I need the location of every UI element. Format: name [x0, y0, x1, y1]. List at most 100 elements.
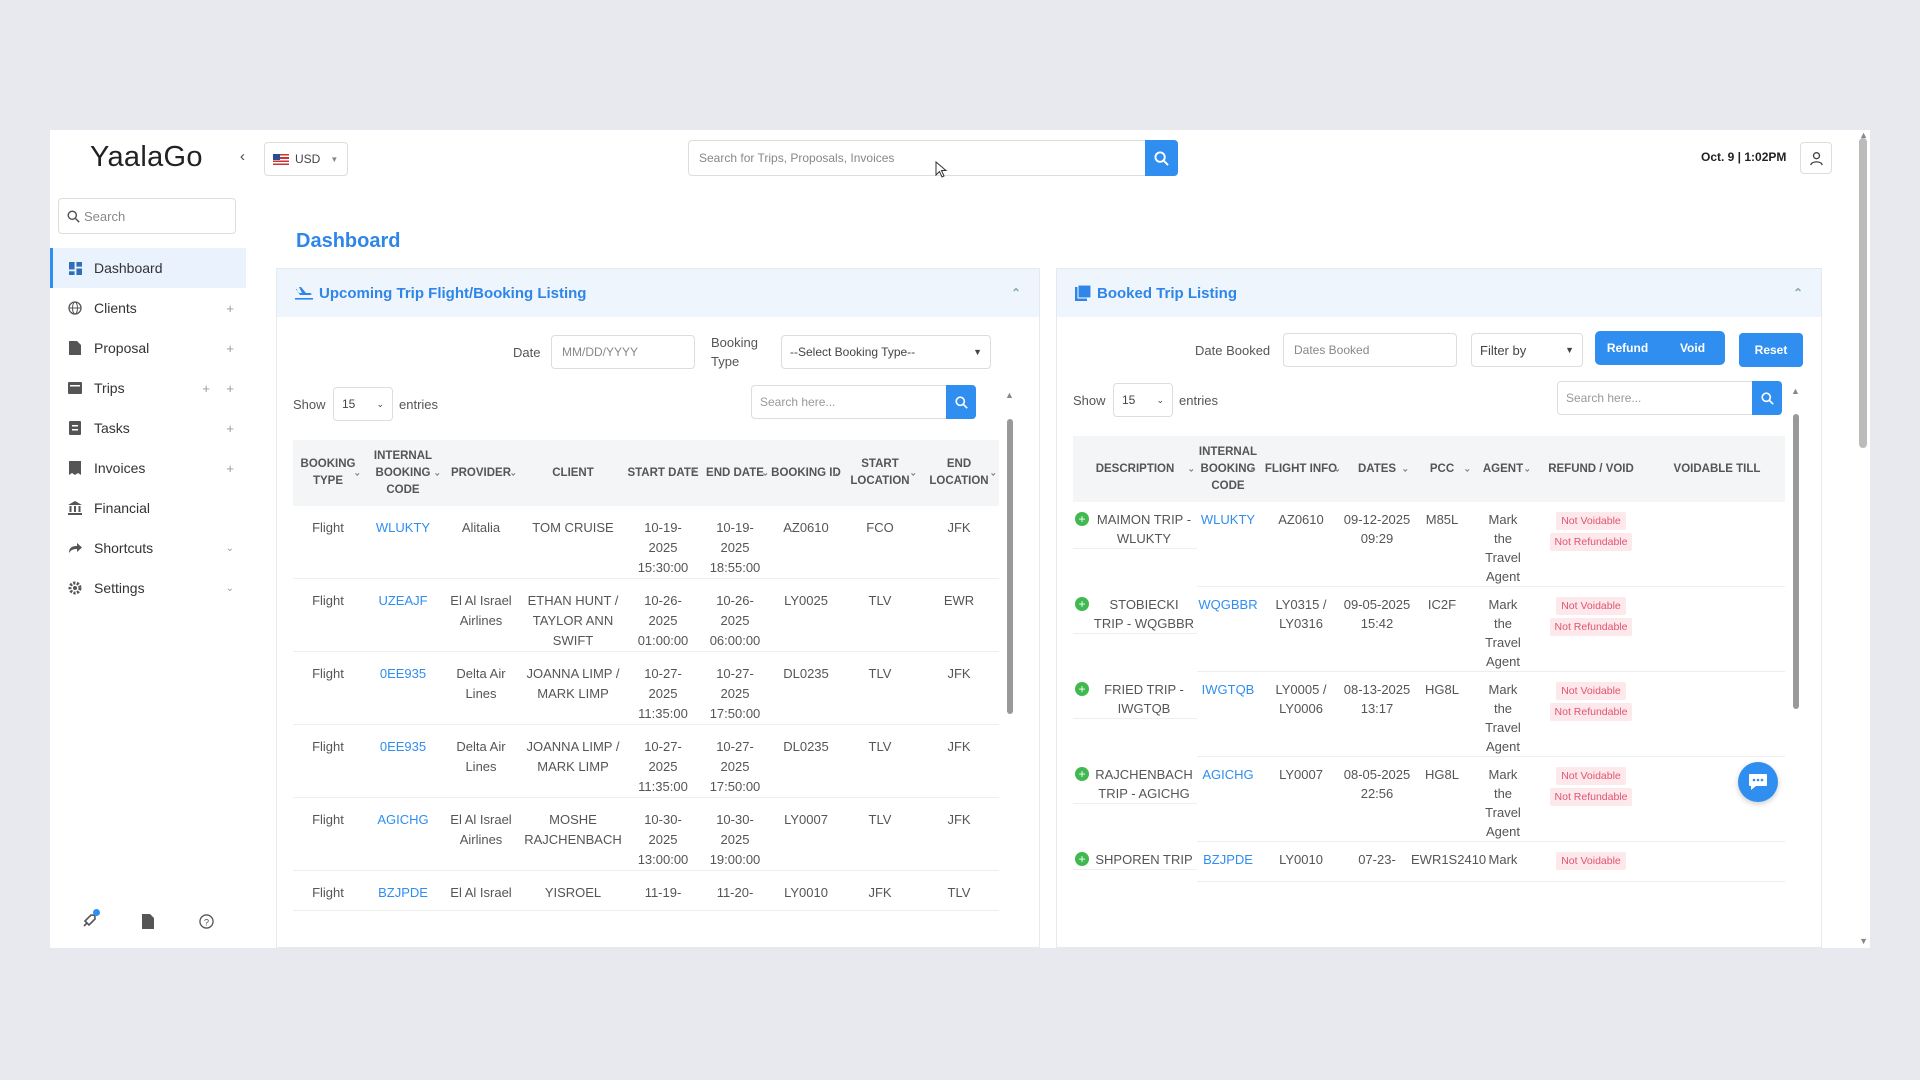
collapse-sidebar-icon[interactable]: ‹: [240, 148, 245, 165]
sidebar-item-trips[interactable]: Trips + +: [50, 368, 246, 408]
column-header[interactable]: START LOCATION ⌄: [841, 440, 919, 506]
table-row[interactable]: + MAIMON TRIP - WLUKTY WLUKTY AZ0610 09-12-2…: [1073, 502, 1785, 587]
currency-select[interactable]: USD ▼: [264, 142, 348, 176]
expand-row-icon[interactable]: +: [1075, 512, 1089, 526]
window-scrollbar[interactable]: [1859, 138, 1867, 448]
table-row[interactable]: Flight UZEAJF El Al Israel Airlines ETHAN H…: [293, 578, 999, 652]
scroll-up-arrow-icon[interactable]: ▲: [1005, 390, 1014, 400]
booking-code-link[interactable]: AGICHG: [363, 797, 443, 871]
column-header[interactable]: PCC ⌄: [1411, 436, 1473, 502]
booking-code-link[interactable]: UZEAJF: [363, 578, 443, 652]
booking-code-link[interactable]: WLUKTY: [363, 506, 443, 579]
booked-search-button[interactable]: [1752, 381, 1782, 415]
add-invoice-icon[interactable]: +: [226, 460, 234, 476]
booked-table-scrollbar[interactable]: [1793, 414, 1799, 709]
sidebar-item-financial[interactable]: Financial: [50, 488, 246, 528]
refund-button[interactable]: Refund: [1606, 341, 1649, 355]
table-row[interactable]: Flight WLUKTY Alitalia TOM CRUISE 10-19-2025…: [293, 506, 999, 579]
add-trip-secondary-icon[interactable]: +: [226, 380, 234, 396]
expand-row-icon[interactable]: +: [1075, 766, 1089, 781]
table-row[interactable]: + FRIED TRIP - IWGTQB IWGTQB LY0005 / LY000…: [1073, 671, 1785, 757]
sidebar-item-shortcuts[interactable]: Shortcuts ⌄: [50, 528, 246, 568]
column-header[interactable]: END DATE ⌄: [699, 440, 771, 506]
sidebar-item-invoices[interactable]: Invoices +: [50, 448, 246, 488]
table-row[interactable]: Flight BZJPDE El Al Israel YISROEL 11-19- 11-…: [293, 870, 999, 911]
booked-search-input[interactable]: [1558, 382, 1752, 414]
help-icon[interactable]: ?: [198, 912, 216, 930]
booking-id-cell: DL0235: [771, 724, 841, 798]
filter-by-select[interactable]: Filter by ▼: [1471, 333, 1583, 367]
column-header[interactable]: AGENT ⌄: [1473, 436, 1533, 502]
global-search-button[interactable]: [1145, 140, 1178, 176]
booking-code-link[interactable]: BZJPDE: [363, 870, 443, 911]
column-header[interactable]: BOOKING TYPE ⌄: [293, 440, 363, 506]
show-entries-select[interactable]: 15 ⌄: [333, 387, 393, 421]
date-filter-input[interactable]: MM/DD/YYYY: [551, 335, 695, 369]
column-header[interactable]: DESCRIPTION ⌄: [1073, 436, 1197, 502]
expand-row-icon[interactable]: +: [1075, 681, 1089, 696]
voidable-till-cell: [1649, 586, 1785, 672]
sidebar-search-input[interactable]: [84, 208, 214, 224]
booked-panel-header[interactable]: Booked Trip Listing ⌃: [1057, 269, 1821, 317]
chat-button[interactable]: [1738, 762, 1778, 802]
notes-icon[interactable]: [139, 912, 157, 930]
upcoming-panel-header[interactable]: Upcoming Trip Flight/Booking Listing ⌃: [277, 269, 1039, 317]
booking-code-link[interactable]: 0EE935: [363, 651, 443, 725]
void-button[interactable]: Void: [1679, 341, 1706, 355]
sidebar-item-tasks[interactable]: Tasks +: [50, 408, 246, 448]
sidebar-item-proposal[interactable]: Proposal +: [50, 328, 246, 368]
table-row[interactable]: + STOBIECKI TRIP - WQGBBR WQGBBR LY0315 / L…: [1073, 586, 1785, 672]
table-row[interactable]: Flight AGICHG El Al Israel Airlines MOSHE R…: [293, 797, 999, 871]
table-row[interactable]: Flight 0EE935 Delta Air Lines JOANNA LIMP /…: [293, 724, 999, 798]
column-header[interactable]: FLIGHT INFO ⌄: [1259, 436, 1343, 502]
column-header[interactable]: INTERNAL BOOKING CODE ⌄: [363, 440, 443, 506]
column-header[interactable]: BOOKING ID ⌄: [771, 440, 841, 506]
add-proposal-icon[interactable]: +: [226, 340, 234, 356]
reset-button[interactable]: Reset: [1739, 333, 1803, 367]
booking-code-link[interactable]: AGICHG: [1197, 756, 1259, 842]
expand-row-icon[interactable]: +: [1075, 851, 1089, 866]
sidebar-item-clients[interactable]: Clients +: [50, 288, 246, 328]
table-header-row: BOOKING TYPE ⌄ INTERNAL BOOKING CODE ⌄ PRO…: [293, 440, 999, 506]
date-booked-input[interactable]: Dates Booked: [1283, 333, 1457, 367]
table-row[interactable]: Flight 0EE935 Delta Air Lines JOANNA LIMP /…: [293, 651, 999, 725]
user-menu-button[interactable]: [1800, 142, 1832, 174]
chevron-up-icon[interactable]: ⌃: [1010, 286, 1021, 300]
upcoming-search-input[interactable]: [752, 386, 946, 418]
booking-type-select[interactable]: --Select Booking Type-- ▼: [781, 335, 991, 369]
scroll-up-arrow-icon[interactable]: ▲: [1791, 386, 1800, 396]
column-header[interactable]: VOIDABLE TILL: [1649, 436, 1785, 502]
table-row[interactable]: + RAJCHENBACH TRIP - AGICHG AGICHG LY0007 08…: [1073, 756, 1785, 842]
booking-code-link[interactable]: BZJPDE: [1197, 841, 1259, 882]
refund-void-cell: Not Voidable: [1533, 841, 1649, 882]
upcoming-table-scrollbar[interactable]: [1007, 419, 1013, 714]
window-scroll-up-icon[interactable]: ▲: [1859, 130, 1868, 140]
column-header[interactable]: END LOCATION ⌄: [919, 440, 999, 506]
booking-code-link[interactable]: WQGBBR: [1197, 586, 1259, 672]
show-entries-select[interactable]: 15 ⌄: [1113, 383, 1173, 417]
app-window: YaalaGo ‹ USD ▼ Oct. 9 | 1:02PM Dashboar…: [50, 130, 1870, 948]
column-header[interactable]: DATES ⌄: [1343, 436, 1411, 502]
table-row[interactable]: + SHPOREN TRIP BZJPDE LY0010 07-23- EWR1S2410…: [1073, 841, 1785, 882]
column-header[interactable]: INTERNAL BOOKING CODE ⌄: [1197, 436, 1259, 502]
show-label: Show: [293, 397, 326, 412]
app-logo[interactable]: YaalaGo: [90, 141, 203, 173]
window-scroll-down-icon[interactable]: ▼: [1859, 936, 1868, 946]
booking-code-link[interactable]: 0EE935: [363, 724, 443, 798]
expand-row-icon[interactable]: +: [1075, 596, 1089, 611]
global-search-input[interactable]: [689, 141, 1145, 175]
booking-code-link[interactable]: WLUKTY: [1197, 502, 1259, 587]
add-task-icon[interactable]: +: [226, 420, 234, 436]
column-header[interactable]: PROVIDER ⌄: [443, 440, 519, 506]
booking-code-link[interactable]: IWGTQB: [1197, 671, 1259, 757]
add-client-icon[interactable]: +: [226, 300, 234, 316]
upcoming-search-button[interactable]: [946, 385, 976, 419]
column-header[interactable]: REFUND / VOID: [1533, 436, 1649, 502]
add-trip-icon[interactable]: +: [202, 380, 210, 396]
rocket-icon[interactable]: [80, 909, 101, 930]
column-header[interactable]: CLIENT: [519, 440, 627, 506]
column-header[interactable]: START DATE ⌃: [627, 440, 699, 506]
sidebar-item-settings[interactable]: Settings ⌄: [50, 568, 246, 608]
sidebar-item-dashboard[interactable]: Dashboard: [50, 248, 246, 288]
chevron-up-icon[interactable]: ⌃: [1792, 286, 1803, 300]
